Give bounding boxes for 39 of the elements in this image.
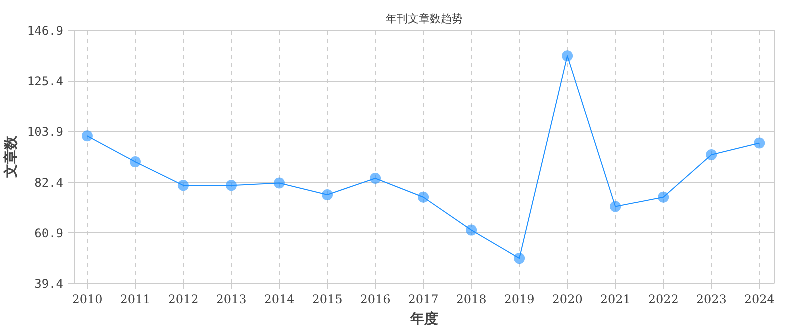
- point: [706, 150, 718, 160]
- point: [610, 201, 622, 212]
- point: [322, 190, 334, 200]
- x-tick-label: 2011: [120, 292, 151, 306]
- x-tick-label: 2020: [552, 292, 583, 306]
- x-tick-label: 2018: [456, 292, 487, 306]
- x-tick-label: 2014: [264, 292, 296, 306]
- y-tick-label: 103.9: [27, 125, 64, 140]
- x-tick-label: 2023: [696, 292, 727, 306]
- point: [754, 138, 766, 149]
- point: [178, 180, 189, 192]
- point: [562, 50, 574, 62]
- y-tick-label: 82.4: [34, 176, 64, 190]
- point: [226, 180, 237, 192]
- point: [418, 192, 430, 203]
- x-tick-label: 2016: [360, 292, 391, 306]
- x-tick-label: 2015: [312, 292, 343, 306]
- x-tick-label: 2010: [72, 292, 103, 306]
- x-tick-label: 2012: [168, 292, 199, 306]
- y-tick-label: 39.4: [34, 277, 64, 291]
- y-tick-label: 146.9: [27, 24, 64, 38]
- point: [130, 156, 141, 168]
- x-tick-label: 2013: [216, 292, 247, 306]
- x-tick-label: 2017: [408, 292, 439, 306]
- point: [466, 224, 478, 236]
- point: [274, 178, 286, 189]
- x-tick-label: 2024: [744, 292, 776, 306]
- point: [82, 130, 93, 142]
- y-tick-label: 60.9: [34, 226, 64, 240]
- x-tick-label: 2019: [504, 292, 535, 306]
- point: [370, 173, 382, 184]
- x-tick-label: 2021: [600, 292, 631, 306]
- y-tick-label: 125.4: [27, 74, 64, 89]
- x-tick-label: 2022: [648, 292, 679, 306]
- point: [658, 192, 670, 203]
- y-axis-title: 文章数: [2, 135, 20, 179]
- x-axis-title: 年度: [410, 310, 438, 328]
- point: [514, 253, 526, 264]
- chart-title: 年刊文章数趋势: [386, 12, 463, 26]
